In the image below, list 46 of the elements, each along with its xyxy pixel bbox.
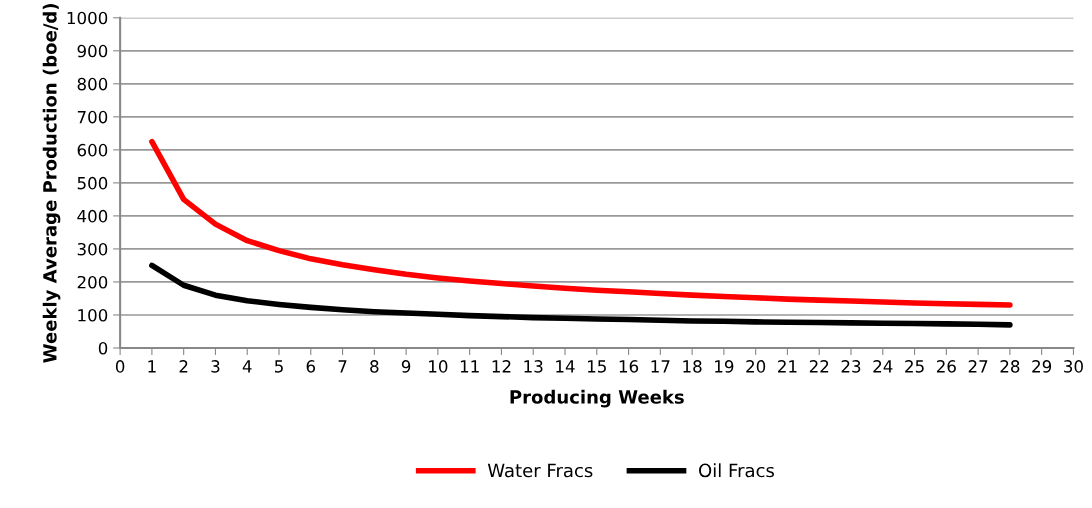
x-tick-label: 27 [968,360,988,373]
y-tick-label: 800 [77,77,108,91]
x-tick-label: 4 [242,360,252,373]
y-tick-label: 100 [78,308,108,322]
x-axis-title: Producing Weeks [510,389,684,408]
x-tick-label: 15 [588,360,606,373]
legend-label: Oil Fracs [699,463,775,478]
y-tick-label: 200 [77,275,108,289]
x-tick-label: 18 [683,360,702,373]
x-tick-label: 14 [556,360,575,373]
x-tick-label: 25 [905,360,924,373]
x-tick-label: 5 [274,360,283,373]
x-tick-label: 11 [460,360,479,373]
x-tick-label: 10 [429,360,448,373]
x-tick-label: 20 [746,360,766,373]
x-tick-label: 8 [370,360,379,373]
x-tick-label: 21 [778,360,797,373]
y-axis-title: Weekly Average Production (boe/d) [42,4,61,363]
y-tick-label: 900 [77,44,108,58]
x-tick-label: 30 [1064,360,1083,373]
y-tick-label: 400 [77,209,108,223]
x-tick-label: 16 [619,360,639,373]
x-tick-label: 26 [936,360,956,373]
x-tick-label: 19 [715,360,734,373]
y-tick-label: 700 [77,110,108,124]
legend-label: Water Fracs [487,463,593,478]
y-tick-label: 1000 [67,11,108,25]
x-tick-label: 12 [492,360,511,373]
x-tick-label: 22 [809,360,829,373]
x-tick-label: 24 [873,360,893,373]
x-tick-label: 9 [401,360,411,373]
x-tick-label: 6 [306,360,316,373]
y-tick-label: 500 [77,176,108,190]
x-tick-label: 2 [179,360,188,373]
x-tick-label: 29 [1032,360,1052,373]
x-tick-label: 7 [338,360,347,373]
x-tick-label: 1 [148,360,156,373]
x-tick-label: 17 [651,360,670,373]
y-tick-label: 600 [77,143,108,157]
x-tick-label: 13 [524,360,543,373]
x-tick-label: 3 [211,360,220,373]
x-tick-label: 0 [115,360,125,373]
y-tick-label: 300 [77,242,108,256]
x-tick-label: 23 [841,360,861,373]
y-tick-label: 0 [98,341,108,355]
x-tick-label: 28 [1000,360,1020,373]
